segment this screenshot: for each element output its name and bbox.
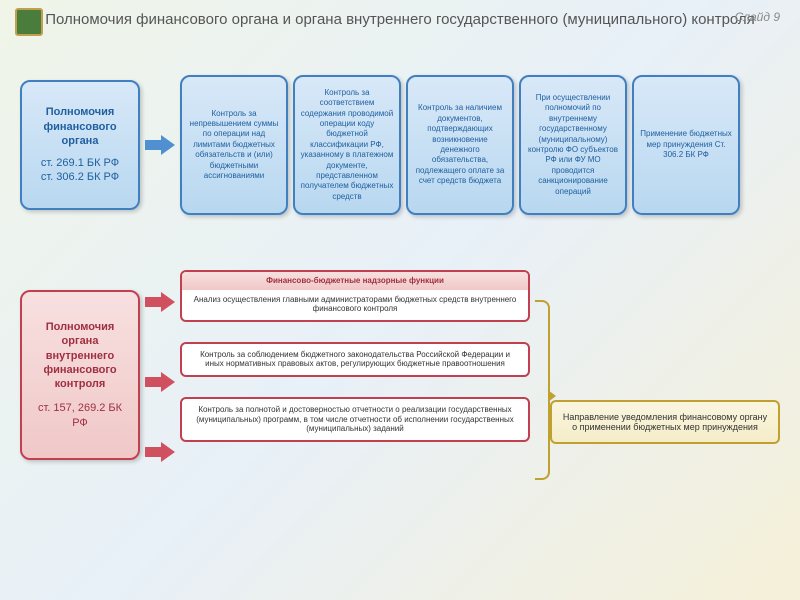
blue-item: Применение бюджетных мер принуждения Ст.… <box>632 75 740 215</box>
blue-item: Контроль за непревышением суммы по опера… <box>180 75 288 215</box>
financial-powers-box: Полномочия финансового органа ст. 269.1 … <box>20 80 140 210</box>
logo-icon <box>15 8 43 36</box>
fin-ref1: ст. 269.1 БК РФ <box>30 156 130 170</box>
row-financial: Полномочия финансового органа ст. 269.1 … <box>20 75 780 215</box>
red-item: Финансово-бюджетные надзорные функции Ан… <box>180 270 530 322</box>
blue-item: Контроль за соответствием содержания про… <box>293 75 401 215</box>
bracket-icon <box>535 300 550 480</box>
arrow-icon <box>145 370 175 394</box>
red-items: Финансово-бюджетные надзорные функции Ан… <box>180 270 530 452</box>
yellow-notice-box: Направление уведомления финансовому орга… <box>550 400 780 444</box>
control-powers-box: Полномочия органа внутреннего финансовог… <box>20 290 140 460</box>
red-item-title: Финансово-бюджетные надзорные функции <box>182 272 528 290</box>
fin-title: Полномочия финансового органа <box>30 105 130 148</box>
red-item: Контроль за полнотой и достоверностью от… <box>180 397 530 442</box>
ctrl-ref: ст. 157, 269.2 БК РФ <box>30 401 130 430</box>
arrow-icon <box>145 440 175 464</box>
red-item: Контроль за соблюдением бюджетного закон… <box>180 342 530 377</box>
blue-item: При осуществлении полномочий по внутренн… <box>519 75 627 215</box>
ctrl-title: Полномочия органа внутреннего финансовог… <box>30 320 130 391</box>
arrow-icon <box>145 290 175 314</box>
blue-item: Контроль за наличием документов, подтвер… <box>406 75 514 215</box>
fin-ref2: ст. 306.2 БК РФ <box>30 170 130 184</box>
page-title: Полномочия финансового органа и органа в… <box>0 0 800 35</box>
slide-number: Слайд 9 <box>735 10 780 24</box>
arrow-icon <box>145 133 175 157</box>
red-item-body: Анализ осуществления главными администра… <box>190 295 520 314</box>
